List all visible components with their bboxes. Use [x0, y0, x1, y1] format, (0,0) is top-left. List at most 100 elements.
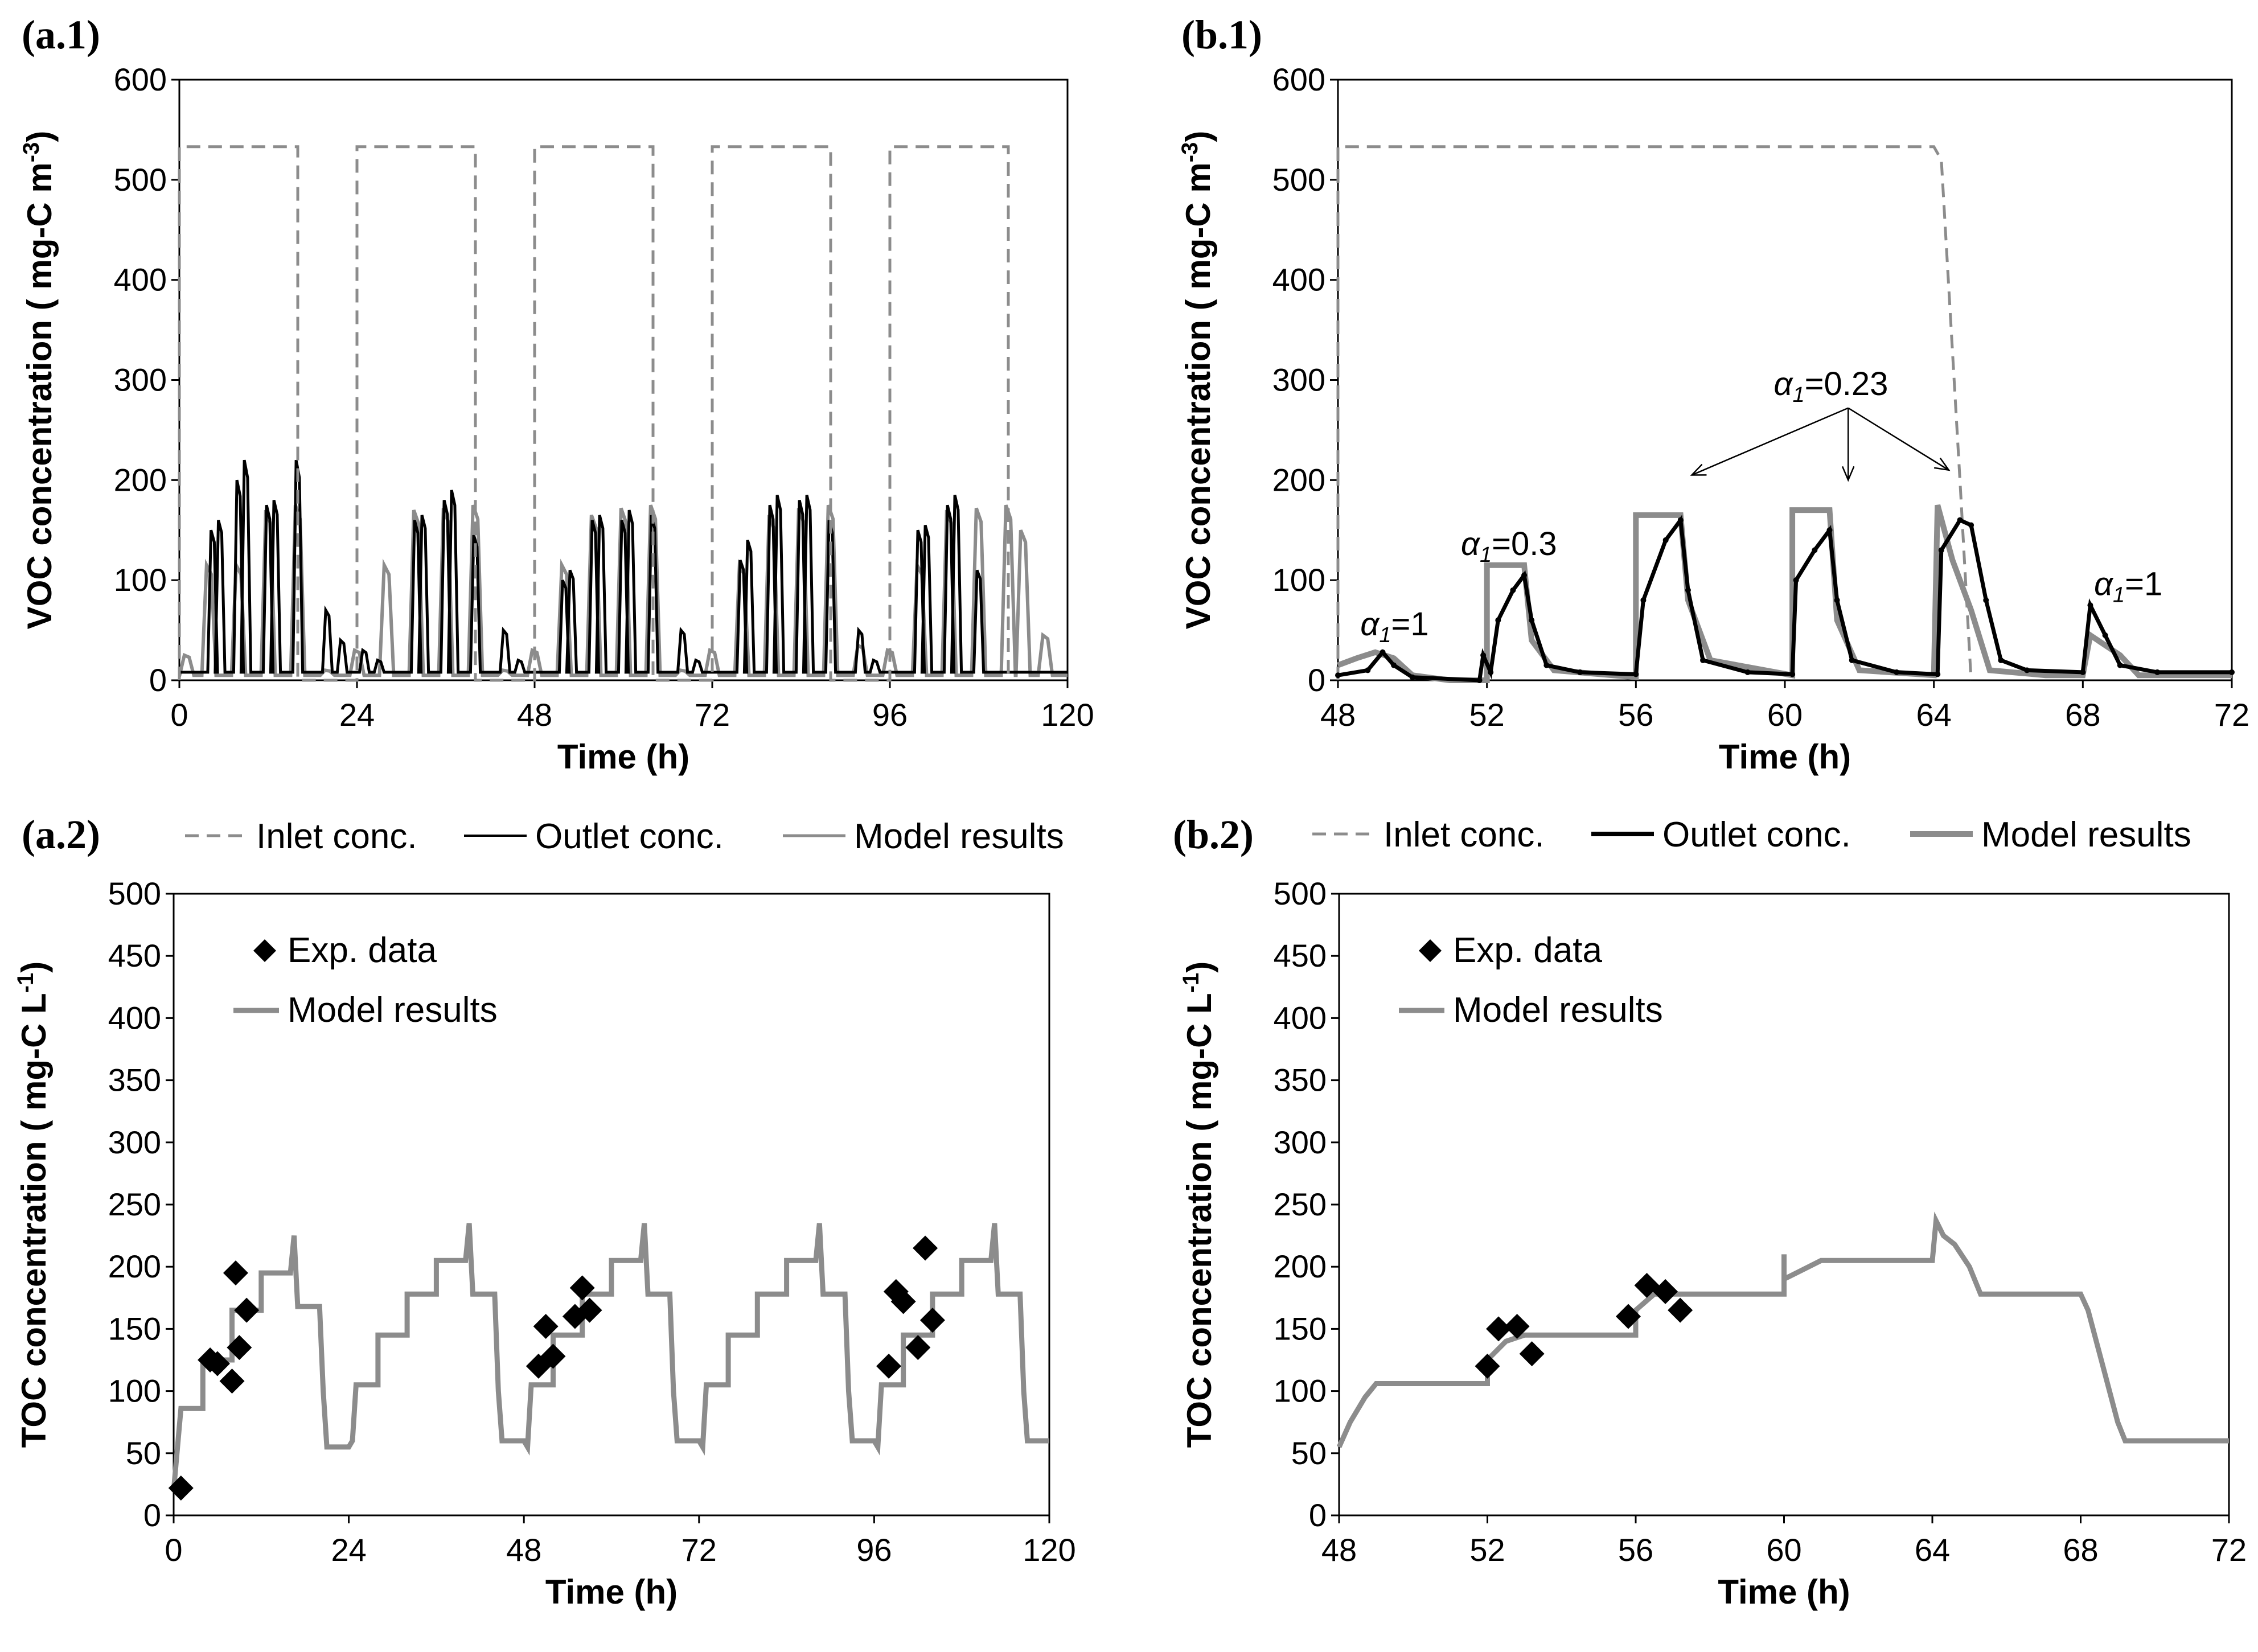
exp-data-point: [204, 1351, 230, 1376]
y-tick-label: 500: [114, 162, 167, 198]
y-tick-label: 100: [114, 562, 167, 598]
outlet-point: [1633, 671, 1639, 677]
legend-inner: Exp. data Model results: [1399, 931, 1663, 1030]
x-axis-label: Time (h): [1718, 1573, 1850, 1611]
legend-inlet-label: Inlet conc.: [1383, 815, 1545, 854]
x-tick-label: 96: [856, 1532, 892, 1568]
x-axis-label: Time (h): [557, 738, 689, 776]
exp-data-point: [890, 1289, 916, 1314]
outlet-point: [1935, 671, 1941, 677]
exp-data-point: [1504, 1314, 1530, 1339]
exp-data-point: [168, 1475, 194, 1501]
y-tick-label: 0: [1309, 1497, 1327, 1533]
outlet-point: [1789, 671, 1796, 677]
outlet-point: [2154, 669, 2161, 675]
y-tick-label: 350: [1274, 1062, 1327, 1098]
exp-data-point: [1653, 1279, 1678, 1304]
outlet-point: [1529, 617, 1535, 623]
annotation-alpha-0.3: α1=0.3: [1461, 525, 1557, 567]
outlet-point: [1495, 617, 1501, 623]
legend-model-label: Model results: [1981, 815, 2191, 854]
legend-inner: Exp. data Model results: [233, 931, 498, 1030]
y-axis-label: VOC concentration ( mg-C m-3): [1177, 131, 1217, 630]
x-tick-label: 72: [2211, 1532, 2247, 1568]
legend-exp-label: Exp. data: [1453, 931, 1602, 970]
y-tick-label: 300: [1272, 362, 1325, 398]
arrow-head: [1690, 463, 1707, 476]
legend-top-a: Inlet conc. Outlet conc. Model results: [185, 817, 1064, 856]
panel-label: (b.2): [1173, 812, 1254, 857]
legend-exp-marker: [253, 939, 276, 962]
outlet-point: [1894, 669, 1900, 675]
x-tick-label: 72: [695, 697, 730, 733]
y-tick-label: 100: [1274, 1373, 1327, 1409]
x-tick-label: 56: [1618, 1532, 1653, 1568]
series-model-results: [178, 504, 1068, 677]
chart-a1: (a.1) 0 100 200 300 400 500 600 0 24 48 72 96 120 Time…: [19, 12, 1094, 776]
outlet-point: [1998, 657, 2004, 663]
outlet-point: [1335, 672, 1341, 679]
x-axis-label: Time (h): [545, 1573, 678, 1611]
legend-model-label: Model results: [288, 991, 498, 1030]
outlet-point: [1834, 597, 1840, 603]
outlet-point: [1938, 547, 1944, 553]
legend-top-b: Inlet conc. Outlet conc. Model results: [1312, 815, 2191, 854]
x-tick-label: 60: [1766, 1532, 1801, 1568]
outlet-point: [2229, 669, 2235, 675]
y-tick-label: 200: [1272, 462, 1325, 498]
chart-b1: (b.1) 0 100 200 300 400 500 600 48 52 56 60 64 68 72 Ti…: [1177, 12, 2249, 776]
outlet-point: [2087, 602, 2093, 609]
plot-frame: [173, 893, 1050, 1517]
series-model-results: [171, 1223, 1049, 1491]
annotation-alpha-0.23: α1=0.23: [1773, 365, 1888, 407]
outlet-point: [1849, 657, 1855, 663]
legend-model-label: Model results: [1453, 991, 1663, 1030]
outlet-point: [1365, 667, 1371, 673]
series-inlet-conc: [1336, 145, 1973, 681]
y-tick-label: 300: [1274, 1124, 1327, 1160]
x-tick-label: 68: [2063, 1532, 2098, 1568]
x-tick-label: 48: [1321, 1532, 1357, 1568]
exp-data-point: [1486, 1316, 1512, 1342]
plot-frame: [178, 79, 1069, 681]
outlet-point: [1640, 597, 1647, 603]
y-tick-label: 0: [143, 1497, 161, 1533]
x-tick-label: 96: [872, 697, 908, 733]
y-tick-label: 400: [108, 1000, 161, 1035]
series-outlet-conc: [179, 459, 1068, 674]
outlet-point: [2102, 632, 2108, 638]
y-tick-label: 600: [1272, 61, 1325, 97]
outlet-point: [1700, 657, 1706, 663]
y-tick-label: 300: [108, 1124, 161, 1160]
y-axis-label: TOC concentration ( mg-C L-1): [1179, 961, 1218, 1448]
x-tick-label: 52: [1469, 1532, 1505, 1568]
y-tick-label: 350: [108, 1062, 161, 1098]
arrow-head: [1841, 466, 1855, 482]
exp-data-point: [913, 1235, 938, 1261]
y-tick-label: 250: [108, 1186, 161, 1222]
exp-data-point: [1615, 1304, 1641, 1329]
outlet-point: [1521, 572, 1528, 578]
y-tick-label: 500: [1274, 876, 1327, 911]
outlet-point: [2024, 667, 2030, 673]
x-tick-label: 52: [1469, 697, 1505, 733]
y-tick-label: 250: [1274, 1186, 1327, 1222]
arrow-head: [1933, 457, 1951, 471]
y-tick-label: 100: [108, 1373, 161, 1409]
y-tick-label: 50: [1291, 1435, 1327, 1471]
y-tick-label: 50: [126, 1435, 161, 1471]
outlet-point: [1476, 677, 1483, 683]
exp-data-point: [569, 1275, 595, 1301]
legend-model-label: Model results: [854, 817, 1064, 856]
x-tick-label: 60: [1767, 697, 1803, 733]
y-tick-label: 600: [114, 61, 167, 97]
exp-data-point: [1668, 1297, 1693, 1323]
outlet-point: [1409, 674, 1415, 680]
exp-data-point: [223, 1260, 248, 1286]
x-tick-label: 68: [2065, 697, 2100, 733]
y-axis-label: VOC concentration ( mg-C m-3): [19, 131, 59, 630]
panel-label: (b.1): [1181, 12, 1262, 57]
exp-data-point: [540, 1343, 566, 1369]
x-tick-label: 0: [165, 1532, 182, 1568]
panel-label: (a.2): [22, 812, 100, 857]
